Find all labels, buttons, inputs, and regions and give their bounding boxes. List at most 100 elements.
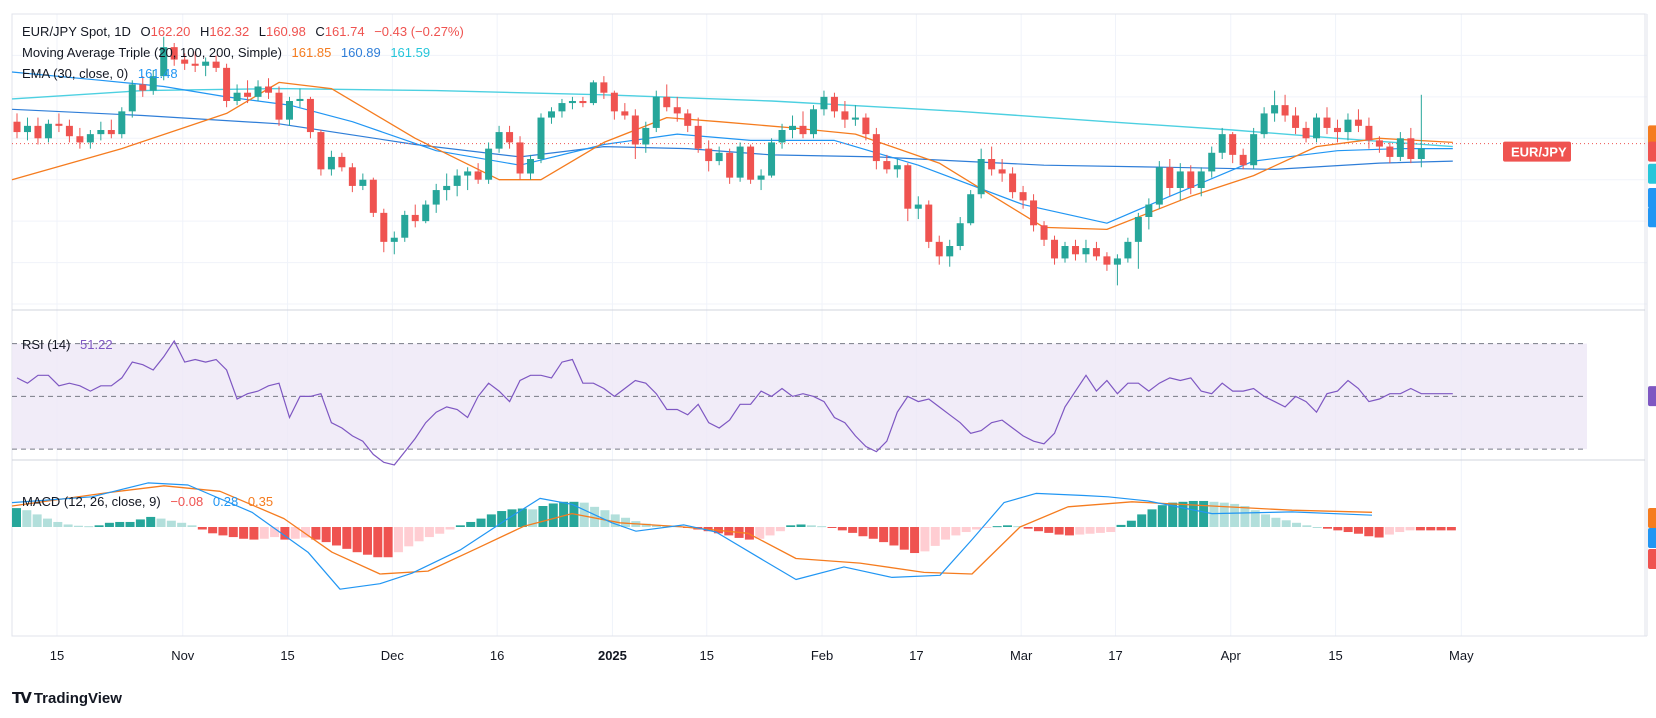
high-value: 162.32 bbox=[209, 24, 250, 39]
macd-hist-bar bbox=[373, 527, 383, 558]
candle-body bbox=[1292, 115, 1300, 128]
macd-hist-bar bbox=[404, 527, 414, 547]
candle-body bbox=[726, 152, 734, 178]
macd-hist-bar bbox=[1312, 527, 1322, 528]
time-tick-label: Apr bbox=[1221, 648, 1242, 663]
candle-body bbox=[380, 212, 388, 242]
macd-hist-bar bbox=[1292, 522, 1302, 527]
macd-hist-bar bbox=[280, 527, 290, 540]
open-label: O bbox=[140, 24, 151, 39]
macd-hist-bar bbox=[1085, 527, 1095, 534]
macd-hist-bar bbox=[1353, 527, 1363, 534]
candle-body bbox=[212, 61, 220, 68]
candle-body bbox=[537, 117, 545, 159]
macd-hist-bar bbox=[290, 527, 300, 539]
macd-hist-bar bbox=[84, 526, 94, 528]
candle-body bbox=[223, 67, 231, 101]
macd-value-tag-bg bbox=[1648, 528, 1656, 548]
ma20-value: 161.85 bbox=[291, 45, 332, 60]
rsi-value: 51.22 bbox=[80, 337, 113, 352]
symbol-price-tag: EUR/JPY bbox=[1511, 145, 1567, 160]
candle-body bbox=[851, 117, 859, 120]
candle-body bbox=[621, 111, 629, 116]
candle-body bbox=[988, 159, 996, 170]
candle-body bbox=[506, 132, 514, 143]
macd-hist-bar bbox=[352, 527, 362, 553]
macd-hist-bar bbox=[848, 527, 858, 533]
candle-body bbox=[579, 101, 587, 104]
candle-body bbox=[474, 171, 482, 180]
candle-body bbox=[589, 82, 597, 104]
price-legend: EUR/JPY Spot, 1D O162.20 H162.32 L160.98… bbox=[22, 24, 470, 39]
candle-body bbox=[1375, 140, 1383, 147]
macd-hist-bar bbox=[579, 502, 589, 527]
rsi-legend: RSI (14) 51.22 bbox=[22, 337, 119, 352]
macd-hist-bar bbox=[1002, 525, 1012, 527]
macd-hist-bar bbox=[497, 511, 507, 527]
candle-body bbox=[1019, 192, 1027, 201]
macd-hist-bar bbox=[73, 525, 83, 527]
macd-hist-bar bbox=[610, 514, 620, 527]
candle-body bbox=[652, 96, 660, 128]
candle-body bbox=[244, 92, 252, 97]
time-tick-label: Feb bbox=[811, 648, 833, 663]
candle-body bbox=[998, 169, 1006, 174]
candle-body bbox=[872, 134, 880, 162]
candle-body bbox=[1208, 152, 1216, 172]
time-tick-label: Nov bbox=[171, 648, 195, 663]
macd-hist-bar bbox=[1261, 514, 1271, 527]
macd-hist-bar bbox=[1157, 505, 1167, 527]
macd-hist-bar bbox=[332, 527, 342, 546]
candle-body bbox=[34, 125, 42, 139]
candle-body bbox=[757, 175, 765, 180]
axis-labels: 154.00156.00158.00160.00162.00164.00166.… bbox=[50, 648, 1474, 663]
macd-hist-bar bbox=[63, 524, 73, 527]
macd-hist-bar bbox=[1333, 527, 1343, 531]
close-value: 161.74 bbox=[324, 24, 365, 39]
macd-hist-bar bbox=[548, 503, 558, 527]
time-tick-label: 16 bbox=[490, 648, 504, 663]
ma200-line bbox=[11, 87, 1453, 148]
candle-body bbox=[1344, 119, 1352, 133]
candle-body bbox=[1176, 171, 1184, 188]
macd-hist-bar bbox=[115, 521, 125, 527]
candle-body bbox=[1092, 248, 1100, 257]
macd-hist-bar bbox=[383, 527, 393, 558]
macd-hist-bar bbox=[414, 527, 424, 542]
macd-value: 0.28 bbox=[212, 494, 239, 509]
candle-body bbox=[1124, 241, 1132, 259]
macd-hist-bar bbox=[868, 527, 878, 539]
candle-body bbox=[1323, 117, 1331, 128]
candle-body bbox=[1145, 204, 1153, 217]
macd-hist-bar bbox=[1384, 527, 1394, 535]
candle-body bbox=[673, 107, 681, 114]
candle-body bbox=[44, 123, 52, 139]
candle-body bbox=[139, 84, 147, 91]
candle-body bbox=[830, 96, 838, 112]
candle-body bbox=[946, 246, 954, 257]
candle-body bbox=[715, 152, 723, 162]
time-tick-label: 15 bbox=[1328, 648, 1342, 663]
macd-hist-bar bbox=[1302, 525, 1312, 527]
brand-logo[interactable]: 𝗧𝗩 TradingView bbox=[12, 689, 122, 708]
macd-hist-bar bbox=[1343, 527, 1353, 533]
candle-body bbox=[600, 82, 608, 93]
candle-body bbox=[956, 223, 964, 246]
macd-signal-value: 0.35 bbox=[247, 494, 274, 509]
ma200-value: 161.59 bbox=[390, 45, 431, 60]
ma100-price-tag-bg bbox=[1648, 207, 1656, 228]
candle-body bbox=[799, 125, 807, 135]
macd-hist-bar bbox=[1137, 514, 1147, 527]
macd-hist-bar bbox=[1106, 527, 1116, 533]
macd-hist-bar bbox=[1054, 527, 1064, 535]
candle-body bbox=[977, 159, 985, 195]
candle-body bbox=[401, 214, 409, 238]
macd-hist-bar bbox=[992, 526, 1002, 528]
ema-price-tag-bg bbox=[1648, 188, 1656, 209]
candle-body bbox=[432, 190, 440, 205]
macd-hist-bar bbox=[197, 527, 207, 530]
candle-body bbox=[265, 86, 273, 93]
macd-hist-bar bbox=[208, 527, 218, 534]
macd-hist-bar bbox=[166, 520, 176, 527]
